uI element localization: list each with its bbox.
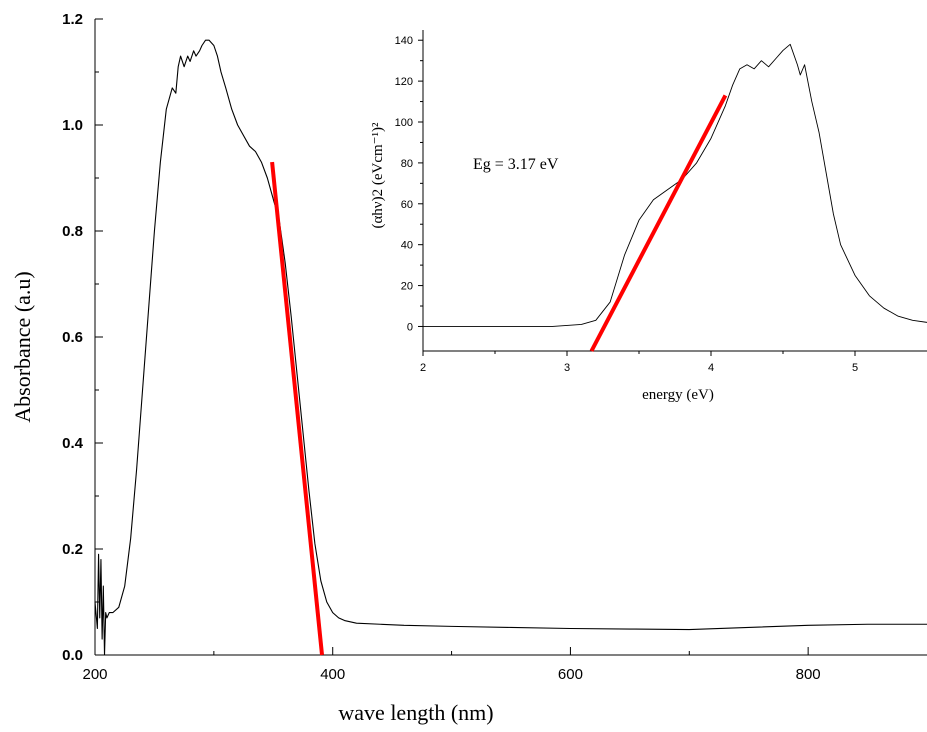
inset-chart: 0 20 40 60 80 100 120 140 2 3 4 5 energy (eV) (αhν)2 … — [370, 30, 927, 403]
absorbance-spectrum-line — [94, 39, 927, 656]
main-y-axis-label: Absorbance (a.u) — [10, 271, 35, 423]
inset-x-tick-label: 4 — [708, 362, 714, 374]
inset-x-tick-label: 2 — [420, 362, 426, 374]
main-y-tick-label: 1.2 — [62, 11, 83, 28]
inset-tangent-line — [589, 94, 728, 352]
inset-x-tick-label: 5 — [852, 362, 858, 374]
main-y-tick-label: 0.8 — [62, 223, 83, 240]
main-x-tick-label: 200 — [82, 666, 107, 683]
inset-x-tick-label: 3 — [564, 362, 570, 374]
main-x-tick-label: 600 — [558, 666, 583, 683]
main-tangent-line — [270, 161, 325, 656]
inset-y-tick-label: 140 — [395, 35, 413, 47]
main-y-tick-label: 0.4 — [62, 435, 84, 452]
tauc-plot-line — [423, 43, 927, 327]
main-x-tick-label: 800 — [796, 666, 821, 683]
inset-x-axis-label: energy (eV) — [642, 387, 714, 403]
main-x-axis-label: wave length (nm) — [338, 700, 493, 725]
inset-y-axis-label: (αhν)2 (eVcm⁻¹)² — [370, 122, 386, 229]
inset-y-tick-label: 100 — [395, 117, 413, 129]
inset-y-tick-label: 80 — [401, 158, 413, 170]
main-y-tick-label: 0.0 — [62, 647, 83, 664]
main-x-tick-label: 400 — [320, 666, 345, 683]
inset-y-tick-label: 0 — [407, 321, 413, 333]
main-y-tick-label: 1.0 — [62, 117, 83, 134]
band-gap-annotation: Eg = 3.17 eV — [473, 156, 559, 173]
inset-y-tick-label: 120 — [395, 76, 413, 88]
inset-y-tick-label: 20 — [401, 281, 413, 293]
main-y-tick-label: 0.6 — [62, 329, 83, 346]
main-y-tick-label: 0.2 — [62, 541, 83, 558]
inset-y-tick-label: 40 — [401, 240, 413, 252]
inset-y-tick-label: 60 — [401, 199, 413, 211]
